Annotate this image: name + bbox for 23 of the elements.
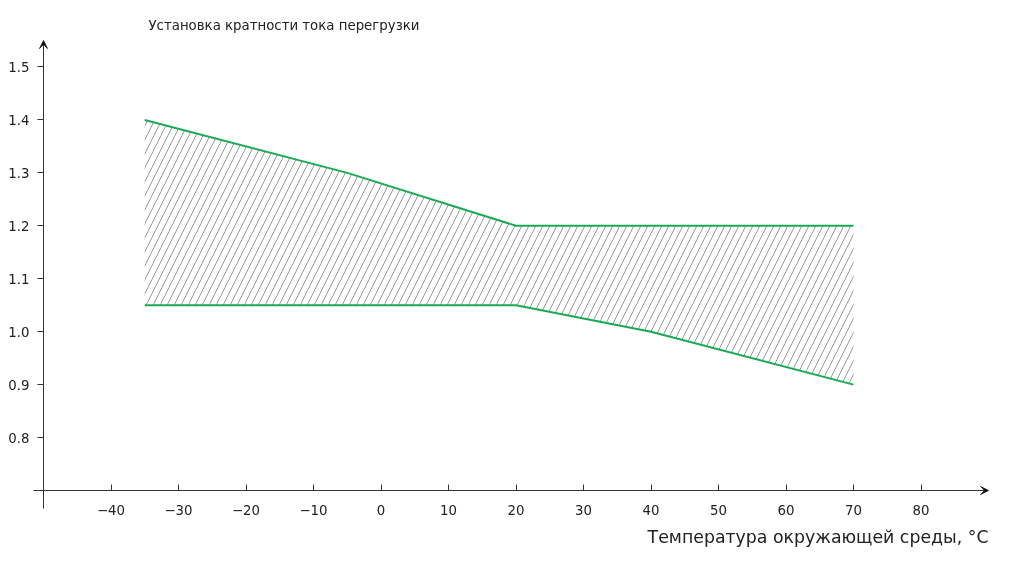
y-tick-label: 1.1 [8, 271, 30, 287]
y-tick-label: 1.2 [8, 218, 30, 234]
y-tick-label: 1.3 [8, 165, 30, 181]
y-tick-label: 0.9 [8, 377, 30, 393]
x-tick-label: 50 [710, 502, 727, 518]
y-tick-label: 1.0 [8, 324, 30, 340]
x-tick-label: 10 [440, 502, 457, 518]
y-axis-title: Установка кратности тока перегрузки [148, 17, 420, 33]
x-tick-label: 80 [912, 502, 930, 518]
x-tick-label: −30 [164, 502, 193, 518]
x-tick-label: −10 [299, 502, 328, 518]
x-tick-label: −40 [96, 502, 126, 518]
x-tick-label: 0 [376, 502, 386, 518]
x-tick-label: −20 [231, 502, 261, 518]
x-tick-label: 20 [507, 502, 525, 518]
x-axis-title: Температура окружающей среды, °C [646, 526, 989, 547]
x-tick-label: 40 [642, 502, 660, 518]
x-tick-label: 30 [575, 502, 592, 518]
y-tick-label: 0.8 [8, 430, 30, 446]
x-tick-label: 70 [845, 502, 862, 518]
y-tick-label: 1.4 [8, 112, 30, 128]
x-tick-label: 60 [777, 502, 795, 518]
y-tick-label: 1.5 [8, 59, 30, 75]
